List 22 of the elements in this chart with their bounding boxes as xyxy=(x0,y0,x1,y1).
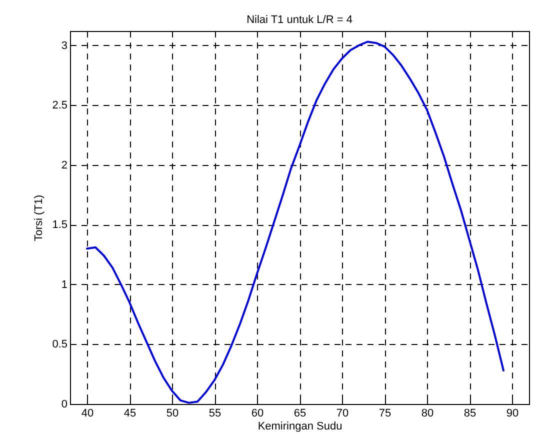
x-tick-label: 80 xyxy=(421,408,434,420)
line-series xyxy=(86,40,504,404)
x-tick-label: 55 xyxy=(208,408,222,420)
x-tick-label: 90 xyxy=(506,408,519,420)
x-tick-label: 45 xyxy=(124,408,136,420)
chart-title: Nilai T1 untuk L/R = 4 xyxy=(246,14,352,26)
x-tick-label: 40 xyxy=(81,408,94,420)
y-tick-label: 1 xyxy=(61,278,68,291)
y-tick-label: 0 xyxy=(61,398,68,410)
x-tick-label: 65 xyxy=(294,408,306,420)
y-axis-title: Torsi (T1) xyxy=(33,194,46,242)
y-tick-label: 3 xyxy=(61,40,68,52)
y-tick-label: 2 xyxy=(61,159,68,172)
y-tick-label: 2.5 xyxy=(52,100,68,112)
x-axis-title: Kemiringan Sudu xyxy=(258,420,342,432)
x-tick-label: 50 xyxy=(166,408,179,420)
x-tick-label: 85 xyxy=(464,408,476,420)
x-tick-label: 75 xyxy=(378,408,392,420)
y-tick-label: 1.5 xyxy=(52,219,68,232)
y-tick-label: 0.5 xyxy=(52,338,68,351)
x-tick-label: 60 xyxy=(251,408,264,420)
x-tick-label: 70 xyxy=(336,408,349,420)
